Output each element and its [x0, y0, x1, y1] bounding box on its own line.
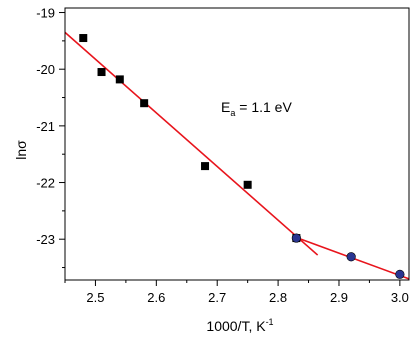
y-axis-ticks: -19 -20 -21 -22 -23 — [36, 6, 65, 269]
data-point-square — [115, 75, 124, 84]
plot-frame — [64, 7, 410, 281]
x-axis-label-main: 1000/T, K — [206, 318, 266, 334]
fit-line-1 — [64, 31, 319, 256]
annotation-sub: a — [230, 108, 235, 118]
x-tick-label: 2.8 — [269, 290, 287, 305]
data-points — [79, 34, 405, 279]
annotation-main: E — [221, 99, 230, 115]
x-axis-label: 1000/T, K-1 — [206, 317, 273, 334]
data-point-square — [243, 180, 252, 189]
y-tick-label: -20 — [36, 62, 55, 77]
y-tick-label: -19 — [36, 6, 55, 21]
x-axis-ticks: 2.5 2.6 2.7 2.8 2.9 3.0 — [64, 280, 409, 305]
fit-lines — [64, 31, 410, 280]
x-tick-label: 2.7 — [208, 290, 226, 305]
y-tick-label: -23 — [36, 232, 55, 247]
data-point-square — [79, 34, 88, 43]
y-tick-label: -21 — [36, 119, 55, 134]
data-point-circle — [291, 233, 301, 243]
y-axis-label: lnσ — [13, 140, 29, 160]
x-tick-label: 3.0 — [391, 290, 409, 305]
annotation-text: Ea = 1.1 eV — [221, 99, 292, 118]
x-tick-label: 2.9 — [330, 290, 348, 305]
x-axis-label-sup: -1 — [266, 317, 274, 327]
x-tick-label: 2.6 — [147, 290, 165, 305]
annotation-rest: = 1.1 eV — [235, 99, 292, 115]
data-point-square — [97, 68, 106, 77]
data-point-circle — [395, 269, 405, 279]
data-point-square — [201, 162, 210, 171]
data-point-square — [140, 99, 149, 108]
x-tick-label: 2.5 — [86, 290, 104, 305]
y-tick-label: -22 — [36, 176, 55, 191]
data-point-circle — [346, 252, 356, 262]
